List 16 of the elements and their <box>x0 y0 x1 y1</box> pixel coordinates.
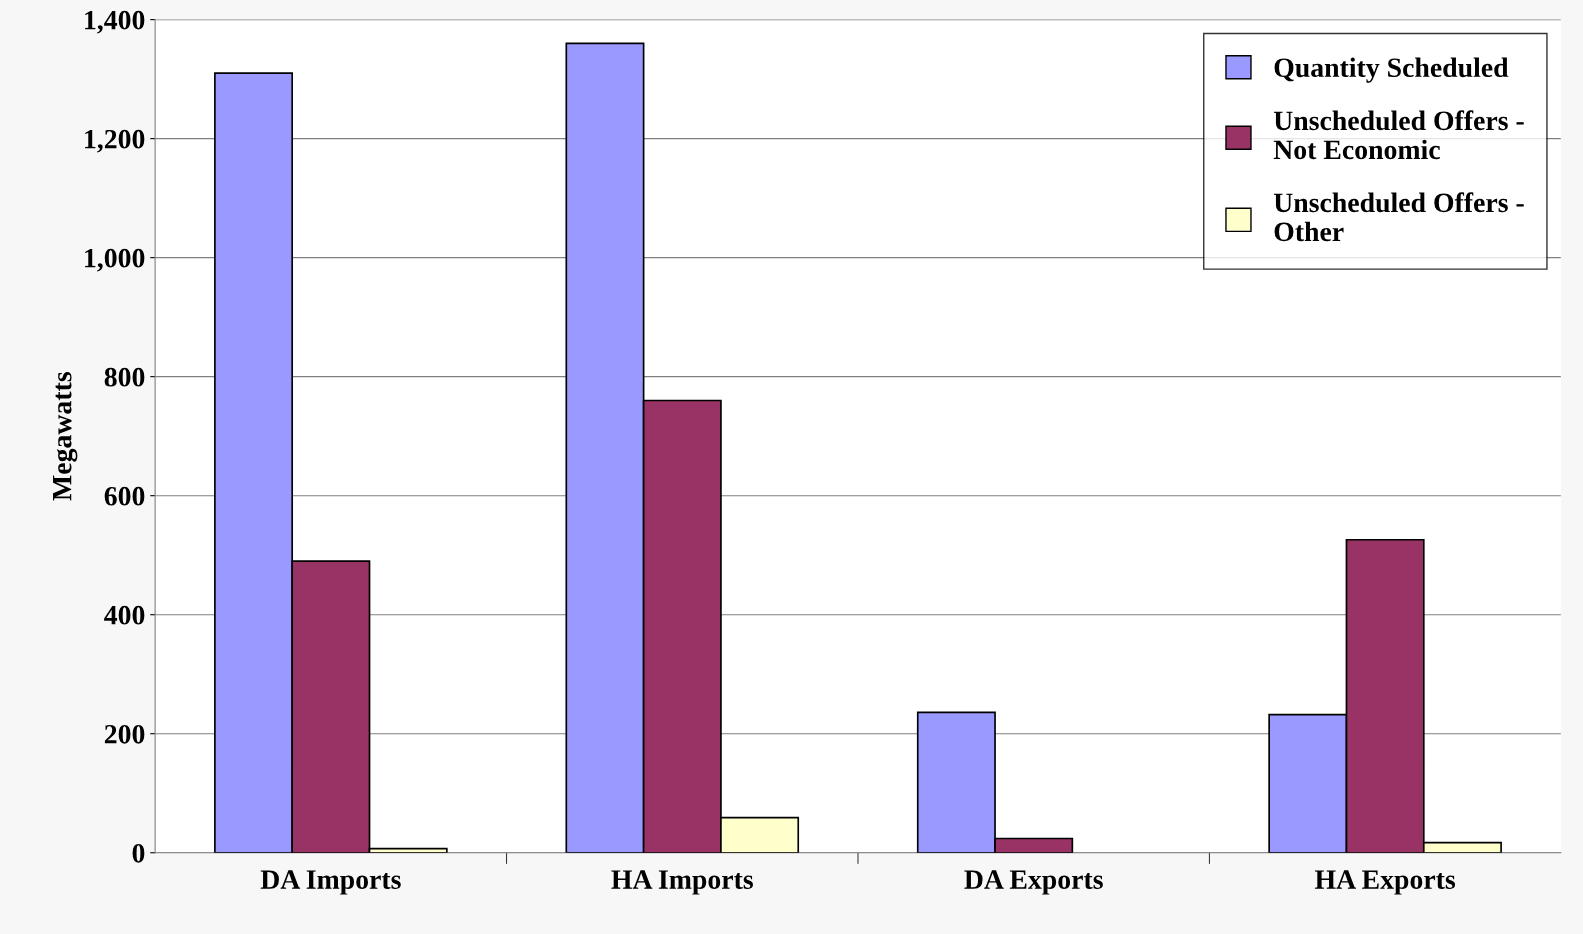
x-tick-label: DA Imports <box>260 870 401 895</box>
y-tick-label: 200 <box>104 724 145 744</box>
legend-label: Unscheduled Offers - Other <box>1273 192 1524 242</box>
legend-label: Unscheduled Offers - Not Economic <box>1273 110 1524 160</box>
y-tick-label: 1,000 <box>85 248 145 272</box>
y-tick-label: 600 <box>104 486 145 506</box>
legend-label: Quantity Scheduled <box>1274 57 1509 83</box>
y-axis-title: Megawatts <box>53 372 78 501</box>
y-tick-label: 400 <box>104 605 145 625</box>
y-tick-label: 800 <box>104 367 145 387</box>
y-tick-label: 1,400 <box>85 10 145 34</box>
y-tick-label: 0 <box>132 843 145 863</box>
x-tick-label: DA Exports <box>964 870 1103 895</box>
y-tick-label: 1,200 <box>85 129 145 153</box>
x-tick-label: HA Imports <box>611 870 753 895</box>
x-tick-label: HA Exports <box>1314 870 1456 895</box>
